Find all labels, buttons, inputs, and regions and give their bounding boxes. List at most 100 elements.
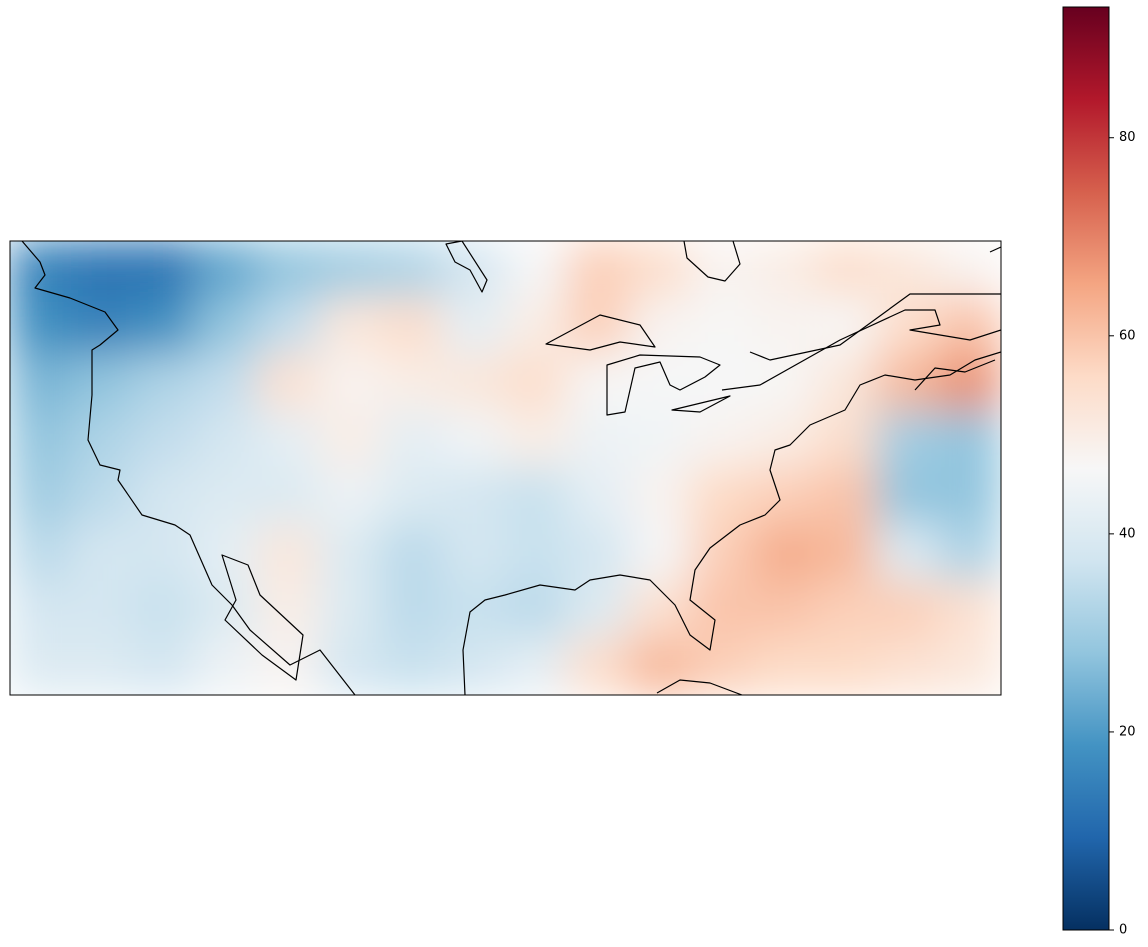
heatmap-cells bbox=[10, 241, 1001, 695]
heatmap-cell bbox=[70, 523, 135, 583]
heatmap-cell bbox=[628, 637, 693, 695]
heatmap-cell bbox=[566, 353, 631, 413]
heatmap-cell bbox=[70, 637, 135, 695]
coastline bbox=[914, 359, 996, 391]
heatmap-cell bbox=[938, 410, 1001, 469]
heatmap-cell bbox=[70, 241, 135, 299]
heatmap-cell bbox=[628, 523, 693, 583]
heatmap-cell bbox=[318, 353, 383, 413]
colorbar-tick-label: 60 bbox=[1119, 328, 1136, 343]
heatmap-cell bbox=[442, 296, 507, 356]
heatmap-cell bbox=[690, 410, 755, 469]
heatmap-cell bbox=[318, 637, 383, 695]
heatmap-cell bbox=[876, 296, 941, 356]
heatmap-cell bbox=[194, 410, 259, 469]
heatmap-cell bbox=[194, 523, 259, 583]
heatmap-cell bbox=[876, 523, 941, 583]
heatmap-cell bbox=[380, 296, 445, 356]
heatmap-cell bbox=[256, 410, 321, 469]
heatmap-cell bbox=[70, 296, 135, 356]
heatmap-cell bbox=[194, 580, 259, 640]
heatmap-cell bbox=[132, 523, 197, 583]
heatmap-cell bbox=[814, 296, 879, 356]
heatmap-cell bbox=[690, 296, 755, 356]
heatmap-cell bbox=[318, 580, 383, 640]
heatmap-cell bbox=[628, 467, 693, 526]
heatmap-cell bbox=[690, 467, 755, 526]
heatmap-cell bbox=[566, 296, 631, 356]
heatmap-cell bbox=[752, 467, 817, 526]
lake bbox=[671, 395, 731, 413]
heatmap-cell bbox=[752, 580, 817, 640]
coastline bbox=[21, 241, 356, 695]
heatmap-cell bbox=[814, 353, 879, 413]
heatmap-cell bbox=[566, 637, 631, 695]
heatmap-cell bbox=[380, 637, 445, 695]
heatmap-cell bbox=[318, 523, 383, 583]
heatmap-cell bbox=[70, 353, 135, 413]
coastline bbox=[462, 351, 1001, 695]
heatmap-cell bbox=[876, 353, 941, 413]
heatmap-cell bbox=[566, 410, 631, 469]
coastlines bbox=[21, 241, 1001, 695]
heatmap-cell bbox=[256, 241, 321, 299]
heatmap-cell bbox=[628, 241, 693, 299]
heatmap-cell bbox=[256, 580, 321, 640]
heatmap-cell bbox=[194, 637, 259, 695]
heatmap-cell bbox=[380, 353, 445, 413]
heatmap-cell bbox=[132, 353, 197, 413]
heatmap-cell bbox=[938, 296, 1001, 356]
heatmap-cell bbox=[814, 637, 879, 695]
heatmap-cell bbox=[132, 296, 197, 356]
heatmap-cell bbox=[876, 580, 941, 640]
heatmap-cell bbox=[318, 467, 383, 526]
coastline bbox=[721, 309, 1001, 391]
heatmap-cell bbox=[10, 296, 73, 356]
heatmap-cell bbox=[814, 580, 879, 640]
heatmap-cell bbox=[938, 467, 1001, 526]
colorbar-tick-label: 0 bbox=[1119, 923, 1127, 938]
heatmap-cell bbox=[256, 353, 321, 413]
heatmap-cell bbox=[70, 410, 135, 469]
heatmap-cell bbox=[132, 410, 197, 469]
heatmap-cell bbox=[318, 410, 383, 469]
heatmap-cell bbox=[938, 241, 1001, 299]
heatmap-cell bbox=[814, 410, 879, 469]
heatmap-cell bbox=[318, 241, 383, 299]
heatmap-cell bbox=[876, 410, 941, 469]
heatmap-cell bbox=[10, 523, 73, 583]
heatmap-cell bbox=[752, 410, 817, 469]
heatmap-cell bbox=[628, 296, 693, 356]
colorbar-tick-label: 40 bbox=[1119, 526, 1136, 541]
heatmap-cell bbox=[70, 580, 135, 640]
lake bbox=[606, 354, 721, 416]
heatmap-cell bbox=[318, 296, 383, 356]
heatmap-cell bbox=[256, 637, 321, 695]
heatmap-cell bbox=[194, 353, 259, 413]
heatmap-cell bbox=[380, 467, 445, 526]
heatmap-cell bbox=[566, 467, 631, 526]
heatmap-cell bbox=[876, 637, 941, 695]
colorbar bbox=[1062, 6, 1110, 931]
heatmap-cell bbox=[10, 241, 73, 299]
coastline bbox=[445, 241, 488, 293]
heatmap-cell bbox=[10, 580, 73, 640]
heatmap-cell bbox=[504, 410, 569, 469]
heatmap-cell bbox=[10, 637, 73, 695]
heatmap-cell bbox=[442, 580, 507, 640]
heatmap-cell bbox=[10, 353, 73, 413]
heatmap-cell bbox=[380, 580, 445, 640]
heatmap-cell bbox=[752, 353, 817, 413]
heatmap-cell bbox=[442, 637, 507, 695]
map-frame bbox=[9, 240, 1002, 696]
heatmap-cell bbox=[194, 296, 259, 356]
heatmap-cell bbox=[132, 467, 197, 526]
heatmap-cell bbox=[256, 467, 321, 526]
heatmap-cell bbox=[752, 241, 817, 299]
heatmap-cell bbox=[504, 523, 569, 583]
lake bbox=[545, 314, 656, 351]
heatmap-cell bbox=[70, 467, 135, 526]
coastline bbox=[749, 293, 1001, 361]
heatmap-cell bbox=[938, 523, 1001, 583]
